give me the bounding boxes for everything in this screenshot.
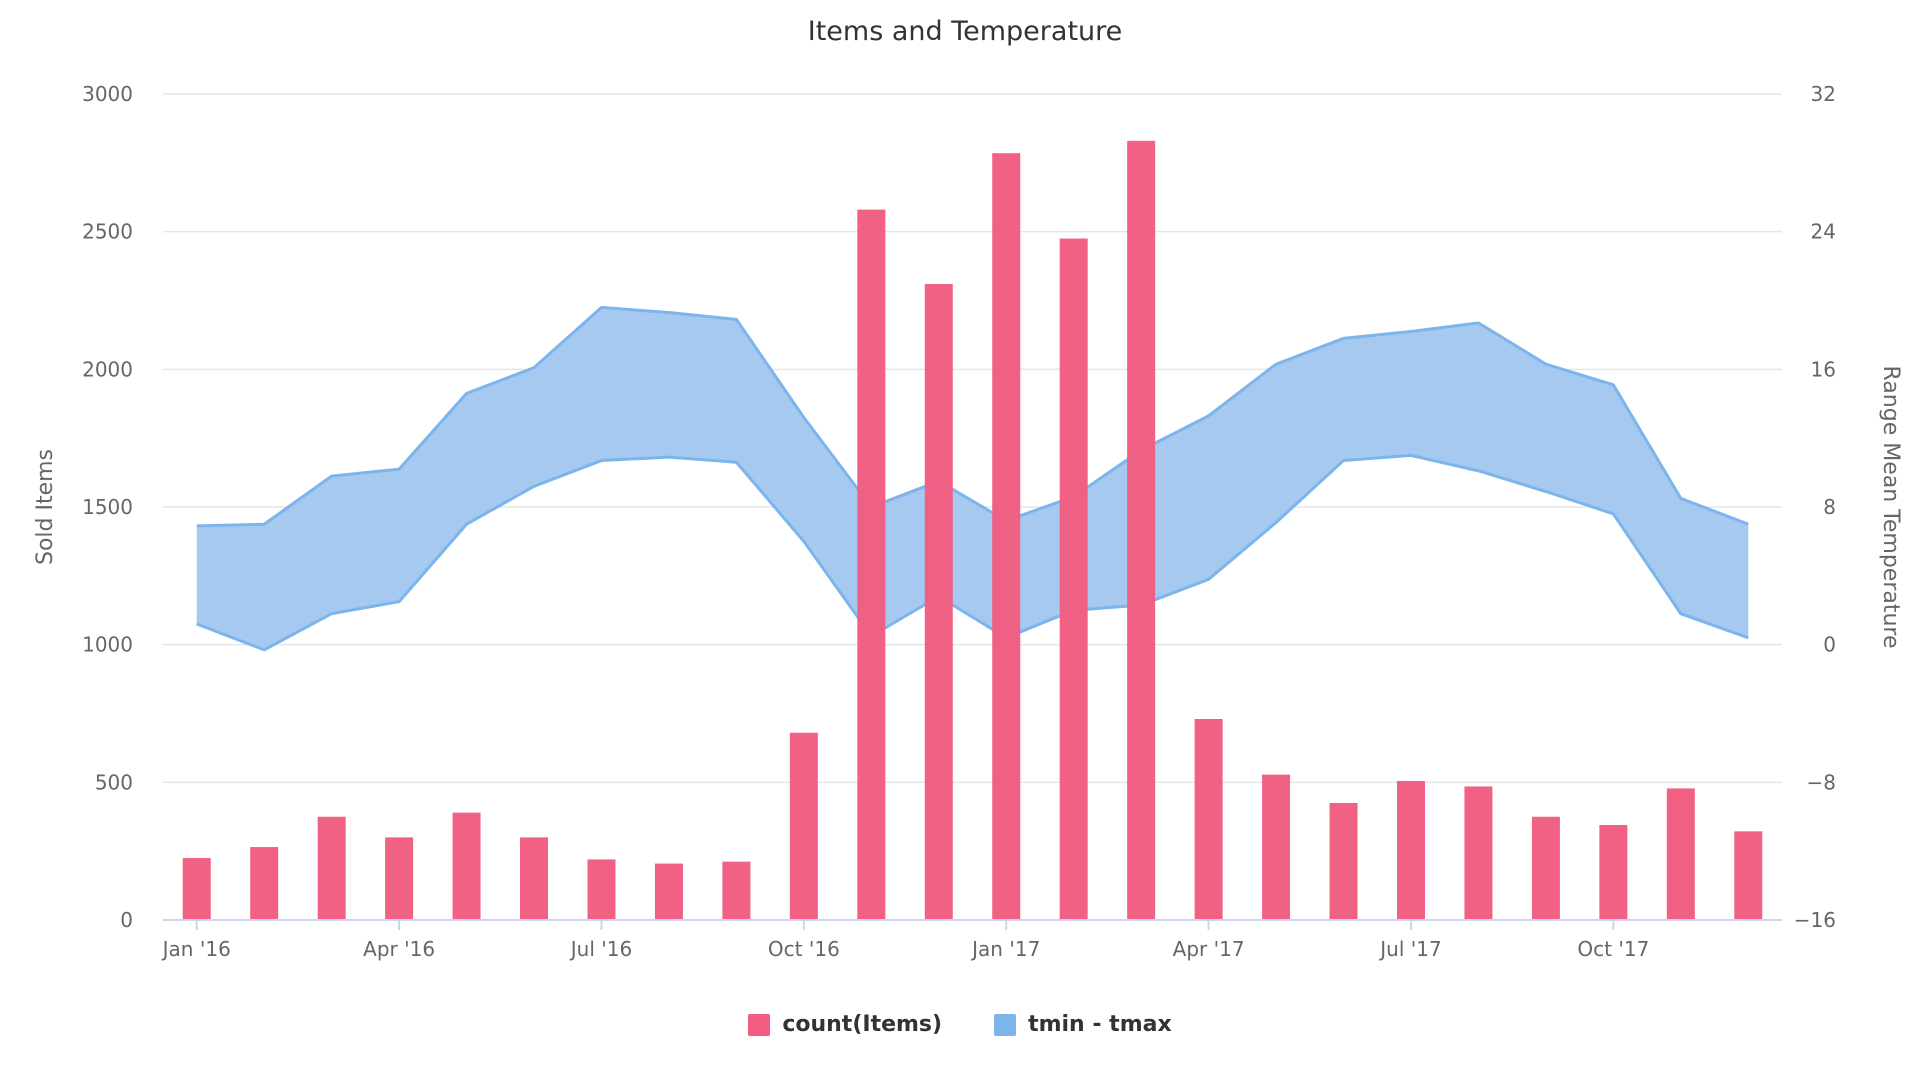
bar [317,816,346,920]
y-left-tick-label: 1000 [82,633,133,657]
tmin-line [196,453,1749,652]
x-tick-label: Jul '16 [569,937,632,961]
bar [1464,786,1493,920]
y-left-tick-label: 3000 [82,82,133,106]
bar [452,812,481,920]
y-right-tick-label: −8 [1807,770,1836,794]
legend-item-tmin-tmax[interactable]: tmin - tmax [994,1012,1172,1037]
y-axis-left-title: Sold Items [33,449,58,565]
bar [1127,140,1156,921]
bar [1666,788,1695,920]
bar [1531,816,1560,920]
bar [1194,719,1223,920]
y-axis-right-title: Range Mean Temperature [1878,365,1903,648]
legend: count(Items) tmin - tmax [0,1012,1920,1037]
x-tick-label: Apr '16 [363,937,435,961]
bar [857,209,886,920]
y-left-tick-label: 2500 [82,220,133,244]
legend-item-count-items[interactable]: count(Items) [748,1012,942,1037]
y-left-tick-label: 1500 [82,495,133,519]
bar [992,153,1021,921]
legend-swatch-tmin-tmax [994,1013,1017,1036]
y-right-tick-label: 16 [1811,357,1836,381]
x-tick-label: Jul '17 [1378,937,1441,961]
temperature-range-series[interactable] [196,305,1749,652]
bar [520,837,549,920]
y-left-tick-label: 500 [95,770,133,794]
legend-swatch-count-items [748,1013,771,1036]
bar [924,283,953,921]
y-right-tick-label: 24 [1811,220,1836,244]
x-tick-label: Jan '17 [970,937,1040,961]
legend-label-tmin-tmax: tmin - tmax [1028,1012,1172,1037]
bar [722,861,751,920]
y-right-tick-label: 0 [1823,633,1836,657]
chart-title: Items and Temperature [808,16,1123,47]
bar [1329,802,1358,920]
bar [1396,780,1425,920]
y-left-tick-label: 2000 [82,357,133,381]
bar [1262,774,1291,920]
bar [789,732,818,920]
y-right-tick-label: 32 [1811,82,1836,106]
y-right-tick-label: 8 [1823,495,1836,519]
legend-label-count-items: count(Items) [782,1012,943,1037]
axes: 0 −16 500 −8 1000 0 1500 8 2000 16 2500 24 3000 32 Jan… [82,82,1836,961]
x-tick-label: Oct '16 [768,937,840,961]
bar [385,837,414,920]
x-tick-label: Jan '16 [161,937,231,961]
bar [587,859,616,920]
y-right-tick-label: −16 [1794,908,1836,932]
y-left-tick-label: 0 [120,908,133,932]
bar [250,847,279,920]
x-tick-label: Oct '17 [1577,937,1649,961]
tmax-line [196,305,1749,528]
temperature-range-area [196,307,1749,650]
bar [182,858,211,920]
bar [1599,825,1628,920]
bar [654,863,683,920]
count-items-series[interactable] [182,140,1763,921]
bar [1059,238,1088,921]
bar [1734,831,1763,920]
x-tick-label: Apr '17 [1173,937,1245,961]
